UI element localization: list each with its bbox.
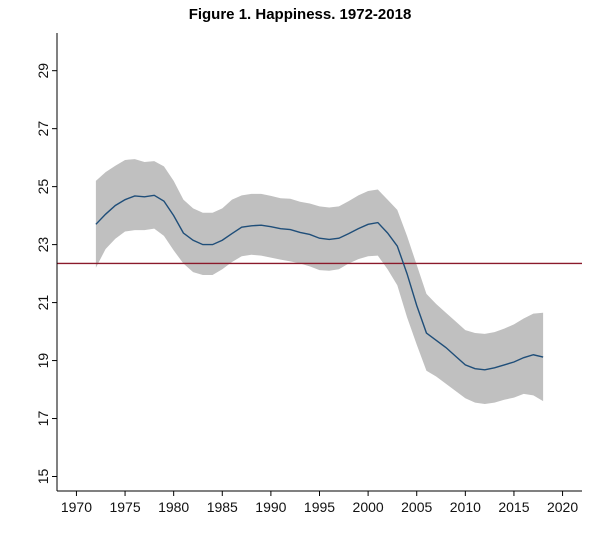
x-tick-label: 1980 — [158, 499, 189, 515]
y-tick-label: 19 — [35, 353, 51, 369]
y-tick-label: 23 — [35, 237, 51, 253]
y-tick-label: 25 — [35, 179, 51, 195]
chart-title: Figure 1. Happiness. 1972-2018 — [188, 6, 412, 23]
x-tick-label: 2010 — [450, 499, 481, 515]
x-tick-label: 2000 — [353, 499, 384, 515]
plot-area: 1970 1975 1980 1985 1990 1995 2000 2005 2010 2015… — [35, 33, 582, 515]
y-tick-label: 27 — [35, 121, 51, 137]
x-tick-label: 2015 — [498, 499, 529, 515]
happiness-line — [95, 194, 544, 371]
y-tick-label: 15 — [35, 469, 51, 485]
x-tick-label: 1990 — [255, 499, 286, 515]
x-tick-label: 1985 — [207, 499, 238, 515]
y-tick-label: 29 — [35, 63, 51, 79]
y-tick-label: 17 — [35, 411, 51, 427]
x-tick-label: 2005 — [401, 499, 432, 515]
x-tick-label: 1995 — [304, 499, 335, 515]
x-tick-label: 1970 — [61, 499, 92, 515]
y-tick-label: 21 — [35, 295, 51, 311]
confidence-band — [95, 159, 544, 405]
x-tick-label: 2020 — [547, 499, 578, 515]
x-tick-label: 1975 — [109, 499, 140, 515]
